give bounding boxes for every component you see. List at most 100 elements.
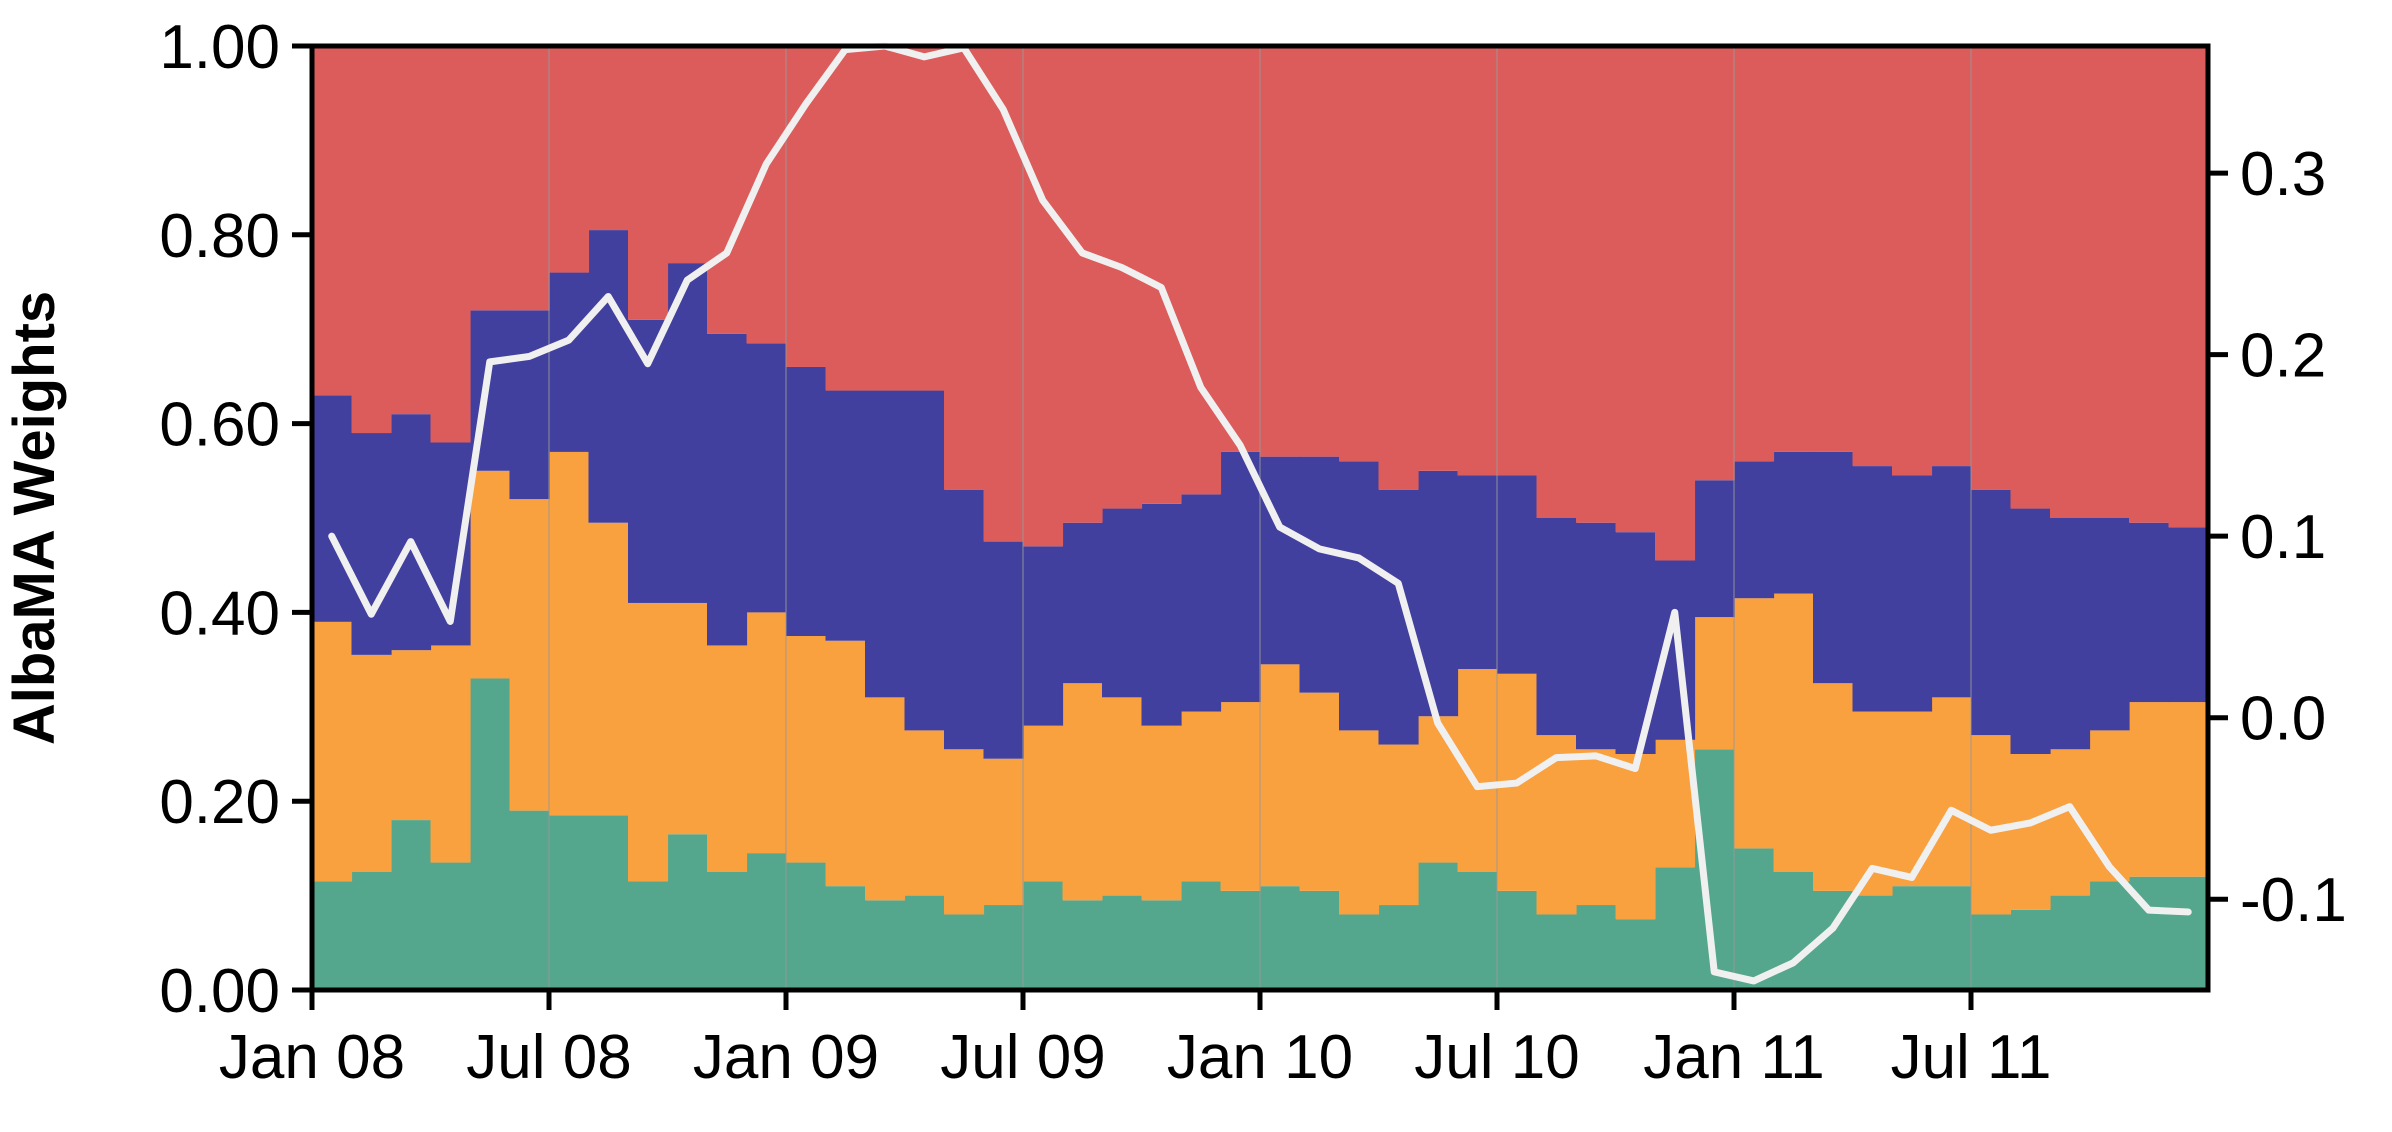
area-segment-0-8	[628, 881, 669, 990]
area-segment-2-43	[2010, 508, 2051, 754]
area-segment-0-9	[667, 834, 708, 990]
y-tick-label: 1.00	[159, 13, 280, 82]
area-segment-0-20	[1102, 895, 1143, 990]
area-segment-0-7	[588, 815, 629, 990]
area-segment-0-10	[707, 872, 748, 990]
area-segment-1-3	[430, 645, 471, 863]
area-segment-3-28	[1418, 46, 1459, 471]
area-segment-2-47	[2168, 527, 2209, 703]
area-segment-2-15	[904, 390, 945, 731]
area-segment-3-5	[509, 46, 550, 311]
area-segment-1-28	[1418, 716, 1459, 863]
area-segment-1-45	[2089, 730, 2130, 882]
area-segment-2-36	[1734, 461, 1775, 599]
area-segment-0-42	[1971, 914, 2012, 990]
area-segment-3-16	[944, 46, 985, 490]
x-tick-label: Jan 09	[693, 1023, 879, 1092]
area-segment-3-3	[430, 46, 471, 443]
x-tick-label: Jul 09	[940, 1023, 1105, 1092]
area-segment-3-46	[2129, 46, 2170, 523]
area-segment-0-13	[825, 886, 866, 990]
area-segment-0-31	[1536, 914, 1577, 990]
area-segment-3-26	[1339, 46, 1380, 462]
area-segment-0-3	[430, 862, 471, 990]
area-segment-1-11	[746, 612, 787, 854]
area-segment-3-7	[588, 46, 629, 231]
area-segment-2-16	[944, 489, 985, 750]
area-segment-2-26	[1339, 461, 1380, 731]
area-segment-3-6	[549, 46, 590, 273]
area-segment-0-12	[786, 862, 827, 990]
area-segment-3-44	[2050, 46, 2091, 518]
area-segment-3-27	[1378, 46, 1419, 490]
area-segment-1-31	[1536, 735, 1577, 915]
area-segment-2-0	[312, 395, 353, 622]
area-segment-3-33	[1615, 46, 1656, 533]
area-segment-0-39	[1852, 895, 1893, 990]
area-segment-0-26	[1339, 914, 1380, 990]
area-segment-2-35	[1694, 480, 1735, 618]
area-segment-2-24	[1260, 456, 1301, 665]
area-segment-1-4	[470, 470, 511, 679]
area-layer-2	[312, 230, 2209, 759]
area-segment-0-47	[2168, 876, 2209, 990]
area-segment-1-41	[1931, 697, 1972, 887]
area-segment-1-5	[509, 499, 550, 811]
area-segment-3-29	[1457, 46, 1498, 476]
area-segment-1-20	[1102, 697, 1143, 896]
area-segment-1-33	[1615, 754, 1656, 920]
y-tick-label: 0.40	[159, 579, 280, 648]
y2-tick-label: 0.3	[2240, 140, 2326, 209]
area-segment-2-20	[1102, 508, 1143, 698]
area-segment-3-35	[1694, 46, 1735, 481]
stacked-area-layers	[312, 46, 2209, 990]
area-segment-1-17	[983, 758, 1024, 906]
area-segment-0-25	[1299, 890, 1340, 990]
area-segment-0-14	[865, 900, 906, 990]
area-segment-3-1	[351, 46, 392, 434]
area-segment-2-13	[825, 390, 866, 641]
area-segment-1-26	[1339, 730, 1380, 915]
area-segment-2-23	[1220, 451, 1261, 703]
area-segment-3-40	[1892, 46, 1933, 476]
area-segment-1-1	[351, 654, 392, 872]
area-segment-3-21	[1141, 46, 1182, 504]
axes: Jan 08 Jul 08 Jan 09 Jul 09 Jan 10 Jul 10 Jan …	[159, 13, 2347, 1092]
area-segment-2-10	[707, 333, 748, 646]
area-segment-0-18	[1023, 881, 1064, 990]
area-segment-1-25	[1299, 692, 1340, 891]
y-tick-label: 0.80	[159, 202, 280, 271]
area-segment-3-37	[1773, 46, 1814, 452]
area-segment-0-33	[1615, 919, 1656, 990]
area-segment-1-18	[1023, 725, 1064, 882]
area-segment-3-31	[1536, 46, 1577, 518]
area-segment-0-43	[2010, 909, 2051, 990]
area-segment-2-38	[1813, 451, 1854, 684]
area-segment-3-24	[1260, 46, 1301, 457]
area-segment-0-36	[1734, 848, 1775, 990]
area-segment-3-10	[707, 46, 748, 334]
area-segment-1-27	[1378, 744, 1419, 906]
area-segment-2-18	[1023, 546, 1064, 726]
area-segment-2-21	[1141, 503, 1182, 726]
area-segment-2-19	[1062, 522, 1103, 684]
area-segment-1-13	[825, 640, 866, 887]
area-segment-0-24	[1260, 886, 1301, 990]
line-series-layer	[328, 42, 2192, 985]
area-segment-0-6	[549, 815, 590, 990]
area-segment-0-19	[1062, 900, 1103, 990]
area-segment-2-32	[1576, 522, 1617, 750]
area-segment-1-47	[2168, 702, 2209, 877]
area-segment-3-19	[1062, 46, 1103, 523]
area-segment-1-37	[1773, 593, 1814, 872]
area-segment-3-15	[904, 46, 945, 391]
area-segment-0-45	[2089, 881, 2130, 990]
area-segment-3-25	[1299, 46, 1340, 457]
area-segment-3-38	[1813, 46, 1854, 452]
area-segment-3-22	[1181, 46, 1222, 495]
area-segment-0-28	[1418, 862, 1459, 990]
line-series	[328, 42, 2192, 985]
area-segment-1-0	[312, 621, 353, 882]
area-segment-2-46	[2129, 522, 2170, 703]
area-segment-0-41	[1931, 886, 1972, 990]
